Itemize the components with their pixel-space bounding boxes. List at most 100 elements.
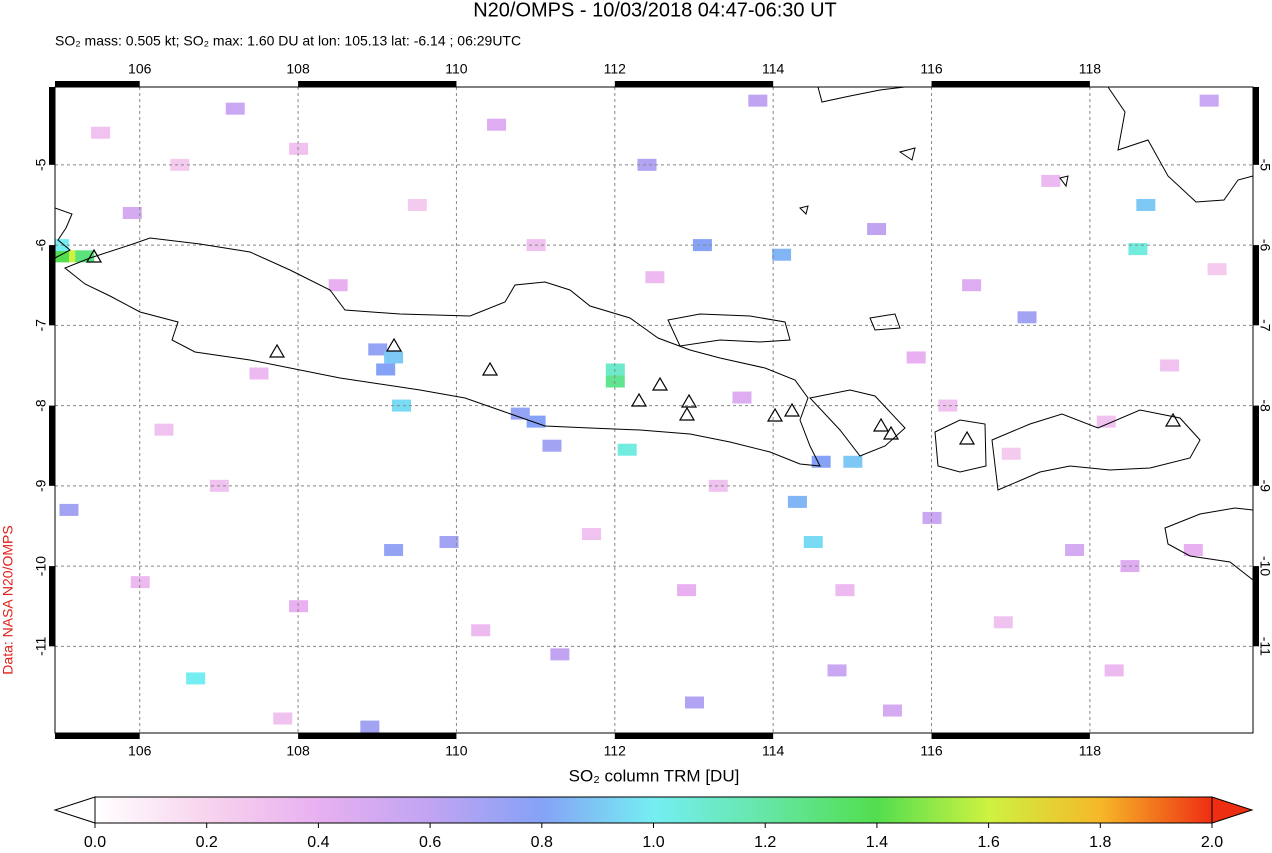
colorbar-tick-label: 0.6 [419, 834, 441, 851]
frame-band [931, 733, 1090, 739]
so2-cell [1199, 94, 1219, 107]
colorbar-label: SO₂ column TRM [DU] [569, 766, 740, 785]
colorbar-tick-label: 0.2 [196, 834, 218, 851]
so2-cell [843, 455, 863, 468]
colorbar-tick-label: 1.0 [642, 834, 664, 851]
so2-cell [1183, 544, 1203, 557]
coast-sumatra [55, 207, 73, 259]
y-tick-label-left: -11 [33, 637, 49, 656]
so2-cell [677, 584, 697, 597]
y-tick-label-right: -11 [1257, 637, 1272, 656]
so2-cell [439, 536, 459, 549]
y-tick-label-right: -7 [1257, 319, 1272, 332]
y-tick-label-left: -9 [33, 479, 49, 492]
so2-cell [368, 343, 388, 356]
y-tick-label-right: -5 [1257, 159, 1272, 172]
so2-cell [582, 527, 602, 540]
frame-band [49, 245, 55, 326]
coast-sulawesi [1107, 87, 1253, 203]
so2-cell [249, 367, 269, 380]
so2-cell [487, 118, 507, 131]
y-tick-label-left: -6 [33, 239, 49, 252]
frame-band [1253, 87, 1259, 165]
frame-band [614, 733, 774, 739]
x-tick-label-bottom: 106 [128, 743, 152, 759]
x-tick-label-top: 110 [445, 61, 468, 77]
frame-band [55, 81, 140, 87]
frame-band [298, 733, 457, 739]
so2-cell [328, 279, 348, 292]
colorbar: 0.0 0.2 0.4 0.6 0.8 1.0 1.2 1.4 1.6 1.8 2.0 [53, 796, 1254, 851]
x-tick-label-top: 106 [128, 61, 152, 77]
y-tick-label-left: -10 [33, 556, 49, 576]
so2-cell [130, 576, 150, 589]
so2-cell [376, 363, 396, 376]
coast-sumba [1164, 507, 1253, 581]
y-tick-label-right: -10 [1257, 556, 1272, 576]
coast-lombok [934, 419, 987, 473]
so2-cell [510, 407, 530, 420]
coast-java [64, 237, 821, 467]
coast-sumbawa [991, 409, 1201, 491]
so2-cell [1065, 544, 1085, 557]
colorbar-tick-label: 0.8 [531, 834, 553, 851]
grid [55, 87, 1253, 733]
so2-cell [835, 584, 855, 597]
x-tick-label-bottom: 116 [920, 743, 943, 759]
so2-cell [787, 495, 807, 508]
y-tick-label-right: -9 [1257, 480, 1272, 493]
so2-cell [732, 391, 752, 404]
frame-band [1253, 245, 1259, 326]
axes: 106 106 108 108 110 110 112 112 114 114 116 116 118 1… [33, 61, 1272, 759]
coast-madura [667, 313, 791, 347]
plot-area [55, 87, 1253, 733]
so2-cell [550, 648, 570, 661]
y-tick-label-right: -6 [1257, 239, 1272, 252]
so2-cell [542, 439, 562, 452]
so2-cell [75, 250, 95, 263]
so2-cell [962, 279, 982, 292]
so2-cell [684, 696, 704, 709]
so2-cell [748, 94, 768, 107]
volcanoes [85, 248, 1182, 445]
so2-cell [225, 102, 245, 115]
coast-borneo [817, 87, 906, 103]
y-tick-label-left: -8 [33, 399, 49, 412]
colorbar-tick-label: 0.0 [84, 834, 106, 851]
colorbar-tick-label: 1.4 [866, 834, 888, 851]
so2-cell [645, 271, 665, 284]
colorbar-over [1211, 796, 1254, 824]
so2-cell [1096, 415, 1116, 428]
so2-cell [1001, 447, 1021, 460]
so2-cell [273, 712, 293, 725]
so2-cell [407, 198, 427, 211]
so2-cell [692, 239, 712, 252]
so2-cell [392, 399, 412, 412]
colorbar-tick-label: 2.0 [1201, 834, 1223, 851]
so2-cell [91, 126, 111, 139]
frame-band [614, 81, 774, 87]
frame-band [298, 81, 457, 87]
so2-cell [170, 158, 190, 171]
colorbar-tick-label: 1.8 [1089, 834, 1111, 851]
so2-cell [59, 503, 79, 516]
colorbar-ramp [94, 796, 1213, 824]
so2-cell [811, 455, 831, 468]
so2-cell [1041, 174, 1061, 187]
x-tick-label-top: 112 [604, 61, 627, 77]
subtitle: SO₂ mass: 0.505 kt; SO₂ max: 1.60 DU at … [55, 33, 521, 49]
so2-cell [1017, 311, 1037, 324]
so2-cell [384, 351, 404, 364]
so2-cell [1136, 198, 1156, 211]
so2-cell [289, 600, 309, 613]
coast-islands [799, 147, 1069, 331]
x-tick-label-bottom: 112 [604, 743, 627, 759]
colorbar-tick-label: 1.6 [977, 834, 999, 851]
so2-cell [122, 206, 142, 219]
so2-cell [1104, 664, 1124, 677]
frame-band [49, 566, 55, 647]
so2-cell [827, 664, 847, 677]
frame-band [931, 81, 1090, 87]
so2-cell [803, 536, 823, 549]
